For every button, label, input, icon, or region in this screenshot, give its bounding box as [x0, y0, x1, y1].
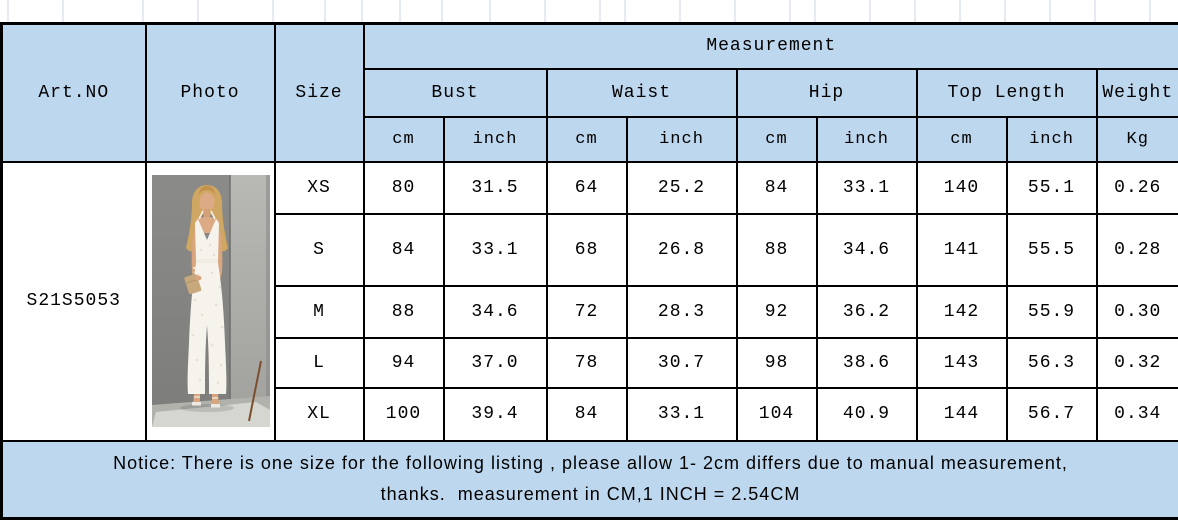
header-weight: Weight	[1095, 67, 1178, 118]
xs-hip-inch: 33.1	[815, 160, 918, 215]
size-chart-table: Art.NO Photo Size Measurement Bust Waist…	[0, 22, 1178, 520]
xl-bust-inch: 39.4	[442, 387, 548, 442]
s-top-length-cm: 141	[915, 212, 1008, 288]
header-measurement: Measurement	[362, 22, 1178, 70]
xs-waist-inch: 25.2	[625, 160, 738, 215]
notice-row: Notice: There is one size for the follow…	[0, 439, 1178, 520]
size-label-s: S	[273, 212, 365, 288]
header-hip: Hip	[735, 67, 918, 118]
l-top-length-cm: 143	[915, 336, 1008, 390]
unit-waist-inch: inch	[625, 115, 738, 163]
m-top-length-inch: 55.9	[1005, 285, 1098, 339]
unit-hip-inch: inch	[815, 115, 918, 163]
xs-weight-kg: 0.26	[1095, 160, 1178, 215]
header-photo: Photo	[144, 22, 276, 163]
table-row: S21S5053	[0, 160, 1178, 442]
header-bust: Bust	[362, 67, 548, 118]
s-bust-inch: 33.1	[442, 212, 548, 288]
m-hip-cm: 92	[735, 285, 818, 339]
m-waist-cm: 72	[545, 285, 628, 339]
xs-bust-cm: 80	[362, 160, 445, 215]
unit-bust-cm: cm	[362, 115, 445, 163]
size-label-xs: XS	[273, 160, 365, 215]
s-bust-cm: 84	[362, 212, 445, 288]
m-bust-cm: 88	[362, 285, 445, 339]
l-bust-inch: 37.0	[442, 336, 548, 390]
s-hip-cm: 88	[735, 212, 818, 288]
l-weight-kg: 0.32	[1095, 336, 1178, 390]
table-row: M 88 34.6 72 28.3 92 36.2 142 55.9 0.30	[2, 285, 1178, 339]
header-art-no: Art.NO	[0, 22, 147, 163]
s-top-length-inch: 55.5	[1005, 212, 1098, 288]
xl-waist-cm: 84	[545, 387, 628, 442]
header-waist: Waist	[545, 67, 738, 118]
l-waist-inch: 30.7	[625, 336, 738, 390]
unit-top-length-inch: inch	[1005, 115, 1098, 163]
s-waist-cm: 68	[545, 212, 628, 288]
product-photo	[144, 160, 276, 442]
l-hip-inch: 38.6	[815, 336, 918, 390]
xs-waist-cm: 64	[545, 160, 628, 215]
unit-bust-inch: inch	[442, 115, 548, 163]
product-photo-frame	[148, 164, 273, 439]
notice-cell: Notice: There is one size for the follow…	[0, 439, 1178, 520]
l-bust-cm: 94	[362, 336, 445, 390]
unit-weight-kg: Kg	[1095, 115, 1178, 163]
table-row: S 84 33.1 68 26.8 88 34.6 141 55.5 0.28	[2, 212, 1178, 288]
xl-weight-kg: 0.34	[1095, 387, 1178, 442]
table-row: L 94 37.0 78 30.7 98 38.6 143 56.3 0.32	[2, 336, 1178, 390]
m-hip-inch: 36.2	[815, 285, 918, 339]
art-no-value: S21S5053	[0, 160, 147, 442]
sheet-gridlines	[7, 0, 1151, 22]
size-label-l: L	[273, 336, 365, 390]
unit-top-length-cm: cm	[915, 115, 1008, 163]
xl-bust-cm: 100	[362, 387, 445, 442]
xs-top-length-inch: 55.1	[1005, 160, 1098, 215]
unit-waist-cm: cm	[545, 115, 628, 163]
model-jumpsuit-photo	[152, 175, 270, 427]
size-label-m: M	[273, 285, 365, 339]
notice-text: Notice: There is one size for the follow…	[113, 453, 1074, 505]
table-row: XL 100 39.4 84 33.1 104 40.9 144 56.7 0.…	[2, 387, 1178, 442]
m-waist-inch: 28.3	[625, 285, 738, 339]
xs-top-length-cm: 140	[915, 160, 1008, 215]
unit-hip-cm: cm	[735, 115, 818, 163]
s-waist-inch: 26.8	[625, 212, 738, 288]
xl-top-length-cm: 144	[915, 387, 1008, 442]
xl-waist-inch: 33.1	[625, 387, 738, 442]
s-weight-kg: 0.28	[1095, 212, 1178, 288]
xl-hip-cm: 104	[735, 387, 818, 442]
s-hip-inch: 34.6	[815, 212, 918, 288]
m-weight-kg: 0.30	[1095, 285, 1178, 339]
sheet-gridline-strip	[0, 0, 1178, 22]
xs-bust-inch: 31.5	[442, 160, 548, 215]
size-label-xl: XL	[273, 387, 365, 442]
m-bust-inch: 34.6	[442, 285, 548, 339]
xl-hip-inch: 40.9	[815, 387, 918, 442]
header-size: Size	[273, 22, 365, 163]
l-top-length-inch: 56.3	[1005, 336, 1098, 390]
l-waist-cm: 78	[545, 336, 628, 390]
m-top-length-cm: 142	[915, 285, 1008, 339]
l-hip-cm: 98	[735, 336, 818, 390]
xl-top-length-inch: 56.7	[1005, 387, 1098, 442]
xs-hip-cm: 84	[735, 160, 818, 215]
header-top-length: Top Length	[915, 67, 1098, 118]
